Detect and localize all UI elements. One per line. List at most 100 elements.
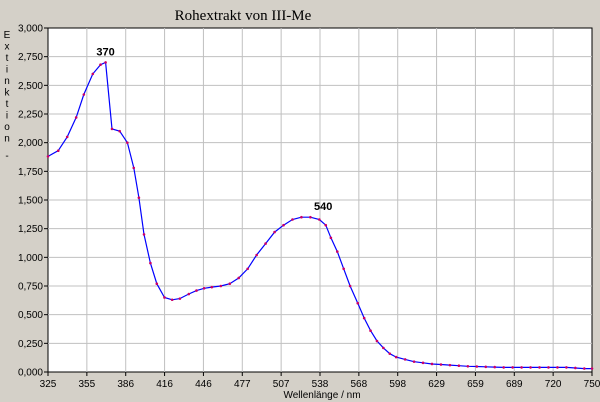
data-point bbox=[556, 366, 559, 369]
data-point bbox=[300, 215, 303, 219]
y-label-char: o bbox=[4, 122, 10, 133]
data-point bbox=[82, 93, 86, 96]
x-tick-label: 568 bbox=[351, 379, 368, 390]
y-tick-label: 0,500 bbox=[18, 310, 43, 321]
y-tick-label: 1,500 bbox=[18, 196, 43, 207]
data-point bbox=[574, 366, 577, 370]
data-point bbox=[65, 135, 69, 139]
x-tick-label: 598 bbox=[389, 379, 406, 390]
x-tick-label: 355 bbox=[79, 379, 96, 390]
x-tick-label: 507 bbox=[273, 379, 290, 390]
x-tick-label: 659 bbox=[467, 379, 484, 390]
data-point bbox=[375, 339, 379, 343]
data-point bbox=[104, 61, 107, 64]
x-tick-label: 720 bbox=[545, 379, 562, 390]
data-point bbox=[448, 363, 452, 367]
x-tick-label: 689 bbox=[506, 379, 523, 390]
y-label-char: t bbox=[6, 99, 9, 110]
data-point bbox=[273, 230, 276, 234]
data-point bbox=[356, 301, 360, 305]
data-point bbox=[388, 352, 392, 355]
y-label-char: n bbox=[4, 76, 10, 87]
y-label-char: E bbox=[4, 30, 11, 41]
y-tick-label: 0,750 bbox=[18, 282, 43, 293]
data-point bbox=[282, 223, 285, 227]
peak-label: 370 bbox=[96, 46, 114, 58]
data-point bbox=[237, 276, 241, 280]
x-tick-label: 386 bbox=[117, 379, 134, 390]
data-point bbox=[202, 286, 206, 290]
x-tick-label: 750 bbox=[584, 379, 600, 390]
data-point bbox=[170, 298, 174, 302]
y-axis-ticks: 0,000 0,250 0,500 0,750 1,000 1,250 1,500 1,750… bbox=[18, 24, 48, 379]
data-point bbox=[142, 233, 146, 236]
data-point bbox=[110, 127, 114, 131]
data-point bbox=[195, 289, 198, 292]
grid-lines bbox=[48, 28, 592, 372]
data-point bbox=[46, 155, 50, 158]
data-point bbox=[412, 360, 416, 363]
data-point bbox=[155, 282, 159, 286]
y-tick-label: 2,750 bbox=[18, 52, 43, 63]
data-point bbox=[132, 166, 136, 170]
y-tick-label: 1,250 bbox=[18, 224, 43, 235]
data-point bbox=[538, 366, 541, 369]
x-tick-label: 538 bbox=[312, 379, 329, 390]
y-label-char: x bbox=[5, 42, 10, 53]
data-point bbox=[583, 367, 586, 370]
data-point bbox=[255, 253, 258, 257]
data-point bbox=[291, 218, 294, 221]
x-tick-label: 629 bbox=[428, 379, 445, 390]
data-point bbox=[246, 267, 249, 271]
y-label-char: i bbox=[6, 65, 8, 76]
data-point bbox=[457, 364, 461, 367]
y-tick-label: 1,750 bbox=[18, 167, 43, 178]
x-axis-ticks: 325 355 386 416 446 477 507 538 568 598 629 659 689 7… bbox=[40, 372, 600, 390]
data-point bbox=[369, 329, 372, 333]
data-point bbox=[163, 296, 166, 299]
data-point bbox=[118, 129, 121, 133]
peak-label: 540 bbox=[314, 201, 332, 213]
data-point bbox=[210, 285, 214, 289]
data-point bbox=[264, 242, 267, 245]
data-point bbox=[511, 366, 514, 369]
data-point bbox=[309, 215, 312, 219]
data-point bbox=[126, 141, 129, 144]
series-markers bbox=[46, 61, 594, 370]
data-point bbox=[74, 116, 78, 119]
x-tick-label: 325 bbox=[40, 379, 57, 390]
y-tick-label: 2,500 bbox=[18, 81, 43, 92]
data-point bbox=[439, 363, 443, 366]
y-label-char: - bbox=[5, 151, 8, 162]
y-tick-label: 0,000 bbox=[18, 368, 43, 379]
data-point bbox=[56, 149, 60, 152]
x-tick-label: 477 bbox=[234, 379, 251, 390]
data-point bbox=[382, 346, 385, 350]
data-point bbox=[520, 366, 523, 369]
data-point bbox=[324, 223, 328, 227]
y-tick-label: 2,250 bbox=[18, 110, 43, 121]
y-tick-label: 2,000 bbox=[18, 138, 43, 149]
data-point bbox=[348, 284, 352, 288]
data-point bbox=[99, 63, 102, 66]
data-point bbox=[529, 366, 532, 369]
data-point bbox=[403, 358, 407, 361]
data-point bbox=[421, 361, 425, 365]
data-point bbox=[342, 267, 345, 271]
y-label-char: k bbox=[5, 88, 11, 99]
y-tick-label: 3,000 bbox=[18, 24, 43, 35]
data-point bbox=[590, 367, 594, 370]
data-point bbox=[335, 250, 339, 253]
data-point bbox=[362, 316, 366, 320]
chart-title: Rohextrakt von III-Me bbox=[175, 8, 312, 24]
data-point bbox=[394, 355, 398, 359]
data-point bbox=[178, 297, 182, 300]
x-axis-label: Wellenlänge / nm bbox=[283, 390, 360, 401]
data-point bbox=[484, 365, 488, 369]
data-point bbox=[137, 196, 141, 200]
data-point bbox=[502, 366, 505, 369]
x-tick-label: 416 bbox=[156, 379, 173, 390]
data-point bbox=[228, 282, 232, 286]
y-tick-label: 1,000 bbox=[18, 253, 43, 264]
data-point bbox=[565, 366, 568, 369]
